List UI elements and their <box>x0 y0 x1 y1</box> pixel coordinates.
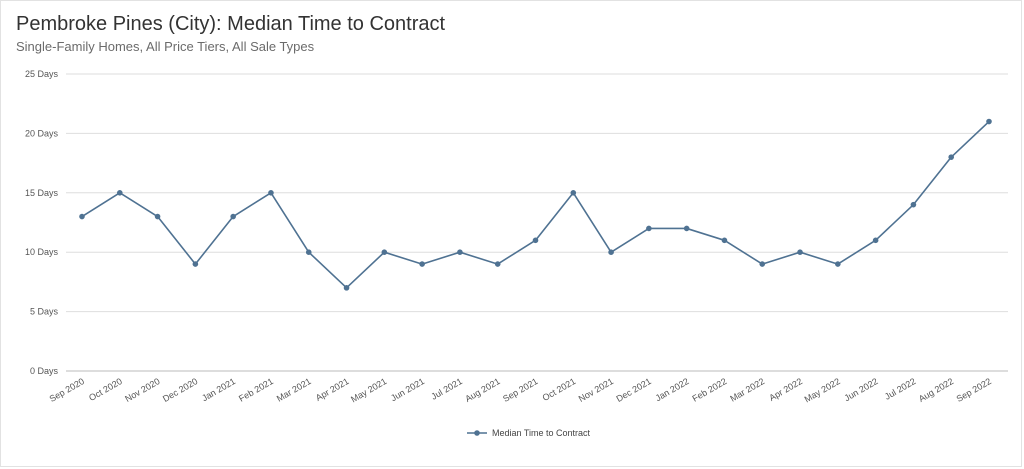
x-tick-label: Aug 2022 <box>917 376 955 404</box>
x-tick-label: Jan 2022 <box>654 376 691 403</box>
chart-title: Pembroke Pines (City): Median Time to Co… <box>16 13 446 35</box>
data-point <box>381 249 388 255</box>
data-point <box>494 261 501 267</box>
x-tick-label: Sep 2022 <box>955 376 993 404</box>
data-point <box>608 249 614 255</box>
data-point <box>457 249 463 255</box>
data-point <box>948 154 955 160</box>
data-point <box>986 118 992 125</box>
legend-label: Median Time to Contract <box>492 428 591 438</box>
x-tick-label: Jan 2021 <box>200 376 237 403</box>
x-tick-label: Mar 2021 <box>275 376 313 404</box>
data-point <box>192 261 199 267</box>
y-tick-label: 20 Days <box>25 128 59 138</box>
data-point <box>343 285 350 291</box>
y-tick-label: 0 Days <box>30 366 59 376</box>
y-tick-label: 5 Days <box>30 307 59 317</box>
x-tick-label: Dec 2020 <box>161 376 199 404</box>
x-tick-label: Feb 2021 <box>237 376 275 404</box>
data-point <box>305 249 312 255</box>
legend-swatch-point <box>474 430 480 436</box>
x-tick-label: Sep 2021 <box>501 376 539 404</box>
series-line <box>81 120 990 289</box>
data-point <box>532 237 539 244</box>
data-point <box>910 201 917 208</box>
data-point <box>797 249 803 255</box>
x-tick-label: Apr 2021 <box>314 376 351 403</box>
x-tick-label: Jul 2022 <box>883 376 917 402</box>
data-point <box>230 213 236 220</box>
x-tick-label: Aug 2021 <box>463 376 501 404</box>
data-point <box>759 261 766 267</box>
x-tick-label: Sep 2020 <box>48 376 86 404</box>
x-tick-label: Dec 2021 <box>615 376 653 404</box>
x-tick-label: Mar 2022 <box>728 376 766 404</box>
x-tick-label: Feb 2022 <box>691 376 729 404</box>
data-point <box>646 225 652 232</box>
data-point <box>570 190 577 196</box>
y-tick-label: 15 Days <box>25 188 59 198</box>
x-tick-label: May 2022 <box>803 376 842 404</box>
data-point <box>79 213 85 220</box>
x-tick-label: Oct 2021 <box>541 376 578 403</box>
x-tick-label: Jul 2021 <box>429 376 463 402</box>
data-point <box>835 261 841 267</box>
data-point <box>268 190 274 196</box>
data-point <box>154 213 161 220</box>
y-tick-label: 25 Days <box>25 69 59 79</box>
chart-subtitle: Single-Family Homes, All Price Tiers, Al… <box>16 39 315 54</box>
data-point <box>683 225 690 232</box>
x-tick-label: Jun 2022 <box>843 376 880 403</box>
data-point <box>419 261 425 267</box>
data-point <box>872 237 879 244</box>
data-point <box>116 190 123 196</box>
x-tick-label: Oct 2020 <box>87 376 124 403</box>
x-tick-label: Apr 2022 <box>767 376 804 403</box>
x-tick-label: Nov 2021 <box>577 376 615 404</box>
x-tick-label: Jun 2021 <box>389 376 426 403</box>
x-tick-label: Nov 2020 <box>123 376 161 404</box>
data-point <box>721 237 728 244</box>
y-tick-label: 10 Days <box>25 247 59 257</box>
x-tick-label: May 2021 <box>349 376 388 404</box>
